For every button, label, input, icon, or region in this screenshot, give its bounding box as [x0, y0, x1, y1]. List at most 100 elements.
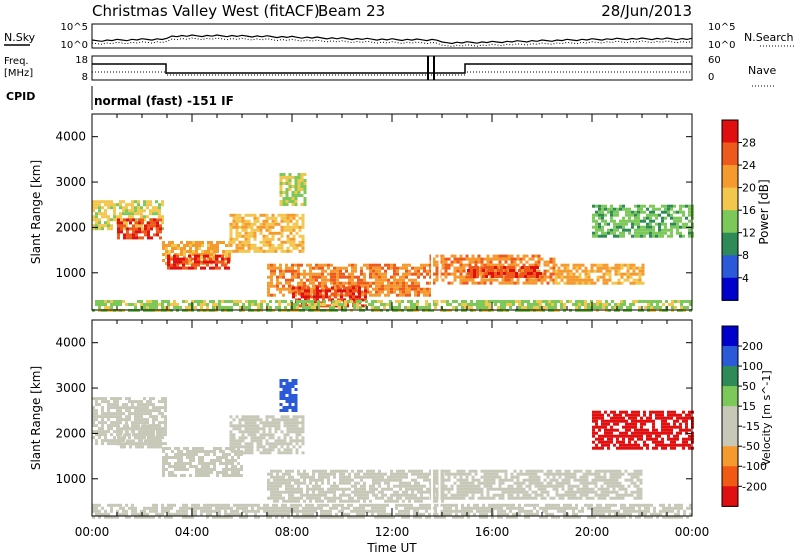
range-cell	[164, 427, 167, 431]
range-cell	[604, 440, 607, 444]
range-cell	[132, 439, 135, 443]
range-cell	[250, 439, 254, 443]
range-cell	[377, 306, 380, 309]
range-cell	[405, 269, 408, 273]
range-cell	[288, 200, 292, 203]
range-cell	[92, 224, 95, 228]
range-cell	[372, 484, 375, 488]
range-cell	[330, 278, 333, 282]
range-cell	[254, 300, 257, 303]
range-cell	[152, 409, 155, 413]
range-cell	[390, 281, 393, 285]
range-cell	[649, 204, 652, 208]
range-cell	[147, 230, 150, 234]
range-cell	[612, 487, 616, 491]
range-cell	[279, 263, 282, 267]
range-cell	[510, 487, 514, 491]
range-cell	[113, 203, 116, 207]
range-cell	[601, 216, 604, 220]
colorbar-swatch	[722, 232, 738, 256]
range-cell	[543, 263, 547, 267]
range-cell	[372, 269, 375, 273]
range-cell	[390, 487, 393, 491]
range-cell	[456, 496, 460, 500]
range-cell	[256, 424, 260, 428]
range-cell	[289, 219, 293, 223]
range-cell	[192, 250, 195, 253]
range-cell	[390, 275, 393, 279]
range-cell	[399, 278, 402, 282]
range-cell	[375, 287, 378, 291]
range-cell	[390, 475, 393, 479]
range-cell	[195, 253, 198, 256]
range-cell	[357, 481, 360, 485]
range-cell	[510, 472, 514, 476]
range-cell	[632, 303, 635, 306]
range-cell	[622, 207, 625, 211]
range-cell	[158, 424, 161, 428]
range-cell	[528, 278, 532, 282]
power-colorbar-label: Power [dB]	[757, 179, 771, 244]
range-cell	[646, 231, 649, 235]
range-cell	[206, 263, 209, 267]
range-cell	[552, 496, 556, 500]
range-cell	[664, 204, 667, 208]
range-cell	[402, 469, 405, 473]
range-cell	[369, 290, 372, 294]
range-cell	[495, 472, 499, 476]
range-cell	[459, 481, 463, 485]
range-cell	[572, 275, 576, 279]
range-cell	[501, 469, 505, 473]
range-cell	[594, 475, 598, 479]
range-cell	[635, 272, 639, 276]
range-cell	[673, 222, 676, 226]
range-cell	[628, 428, 631, 432]
range-cell	[164, 433, 167, 437]
range-cell	[503, 306, 506, 309]
range-cell	[294, 203, 298, 206]
range-cell	[524, 272, 527, 275]
range-cell	[295, 451, 299, 455]
range-cell	[631, 437, 634, 441]
range-cell	[186, 241, 189, 244]
range-cell	[282, 472, 285, 476]
range-cell	[631, 413, 634, 417]
range-cell	[294, 499, 297, 503]
range-cell	[537, 475, 541, 479]
range-cell	[573, 493, 577, 497]
range-cell	[640, 210, 643, 214]
range-cell	[617, 281, 621, 285]
range-cell	[444, 478, 448, 482]
range-cell	[273, 499, 276, 503]
range-cell	[298, 430, 302, 434]
range-cell	[306, 496, 309, 500]
range-cell	[364, 292, 367, 296]
range-cell	[303, 185, 307, 188]
range-cell	[598, 204, 601, 208]
range-cell	[282, 475, 285, 479]
range-cell	[134, 415, 137, 419]
range-cell	[616, 210, 619, 214]
range-cell	[652, 207, 655, 211]
range-cell	[658, 434, 661, 438]
range-cell	[607, 228, 610, 232]
range-cell	[291, 397, 295, 400]
range-cell	[336, 469, 339, 473]
range-cell	[348, 284, 351, 288]
range-cell	[601, 443, 604, 447]
range-cell	[621, 487, 625, 491]
range-cell	[414, 493, 417, 497]
range-cell	[247, 240, 251, 244]
range-cell	[482, 303, 485, 306]
range-cell	[297, 490, 300, 494]
range-cell	[360, 272, 363, 276]
range-cell	[222, 471, 225, 474]
range-cell	[477, 281, 481, 285]
range-cell	[232, 216, 236, 220]
range-cell	[225, 459, 228, 462]
range-cell	[513, 281, 517, 285]
range-cell	[137, 433, 140, 437]
range-cell	[461, 300, 464, 303]
range-cell	[291, 194, 295, 197]
